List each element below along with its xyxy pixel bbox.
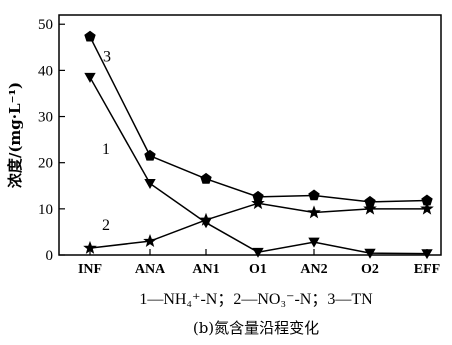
x-tick-label: O2 [361,262,379,277]
y-tick-label: 40 [38,63,53,79]
series-label-3: 3 [103,49,111,66]
series-1-point [421,249,433,260]
series-label-1: 1 [102,141,110,158]
x-tick-label: O1 [249,262,267,277]
series-2-point [143,233,157,247]
series-3-point [144,149,156,161]
x-tick-label: AN1 [192,262,219,277]
x-tick-label: AN2 [300,262,327,277]
series-3 [84,30,433,207]
x-tick-label: EFF [414,262,440,277]
series-2-line [89,202,427,249]
series-1 [84,72,433,260]
y-tick-label: 30 [38,110,53,126]
series-2-point [251,196,265,210]
y-tick-label: 10 [38,202,53,218]
series-1-line [89,76,428,255]
y-tick-label: 50 [38,17,53,33]
series-1-point [308,237,320,248]
series-3-point [364,195,376,207]
series-1-point [84,72,96,83]
series-3-point [308,189,320,201]
series-1-point [144,179,156,190]
series-2-point [307,205,321,219]
series-1-point [252,247,264,258]
y-tick-label: 20 [38,156,53,172]
series-3-point [200,172,212,184]
series-2-point [363,201,377,215]
plot-frame [58,14,442,256]
series-3-point [421,194,433,206]
series-2-point [199,212,213,226]
series-label-2: 2 [102,217,110,234]
y-axis-label: 浓度/(mg·L⁻¹) [6,82,24,188]
series-2-point [420,201,434,215]
y-tick-label: 0 [46,248,54,264]
figure-caption: (b)氮含量沿程变化 [193,319,319,337]
series-2-point [83,240,97,254]
x-tick-label: INF [78,262,102,277]
series-2 [83,196,434,254]
series-1-point [364,248,376,259]
series-labels: 1 2 3 [102,49,111,234]
series-3-point [84,30,96,42]
y-axis-ticks: 0 10 20 30 40 50 [38,17,65,264]
x-tick-label: ANA [135,262,166,277]
legend-text: 1—NH₄⁺-N；2—NO₃⁻-N；3—TN [139,291,373,308]
series-layer [83,30,434,260]
series-3-point [252,190,264,202]
series-3-line [89,36,428,203]
